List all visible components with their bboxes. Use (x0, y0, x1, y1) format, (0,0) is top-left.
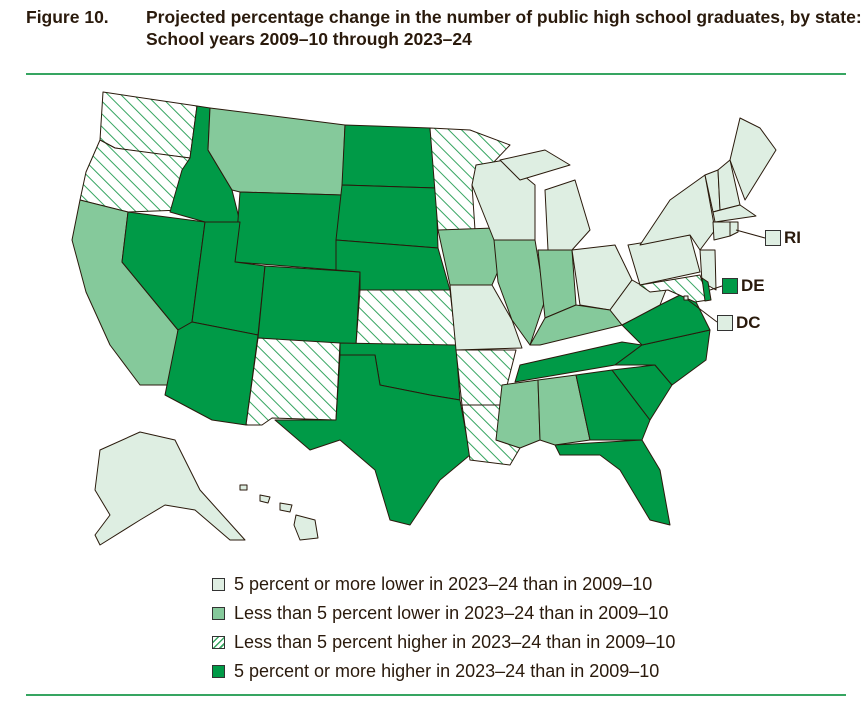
state-de (701, 277, 712, 302)
legend-swatch (212, 665, 225, 678)
state-ga (575, 369, 651, 441)
state-al (537, 374, 591, 446)
legend-swatch (212, 636, 225, 649)
state-wy (234, 191, 343, 271)
state-or (79, 139, 191, 213)
state-mi (544, 179, 591, 251)
state-ak (94, 431, 246, 546)
state-nd (341, 124, 437, 189)
state-hi (279, 502, 293, 513)
callout-swatch (722, 278, 738, 294)
state-mo (449, 284, 523, 351)
state-mt (207, 107, 346, 196)
callout-label: DC (736, 313, 761, 332)
state-hi (293, 514, 319, 541)
state-co (257, 265, 361, 346)
legend-label: Less than 5 percent higher in 2023–24 th… (234, 632, 676, 652)
leader-line-dc (687, 299, 718, 323)
state-mi (499, 149, 571, 181)
bottom-rule (26, 694, 846, 696)
legend-label: 5 percent or more lower in 2023–24 than … (234, 574, 653, 594)
figure-title-text: Projected percentage change in the numbe… (146, 7, 861, 49)
legend-swatch (212, 607, 225, 620)
legend-item: 5 percent or more higher in 2023–24 than… (212, 657, 675, 686)
callout-dc: DC (717, 313, 761, 333)
legend-item: 5 percent or more lower in 2023–24 than … (212, 570, 675, 599)
state-hi (259, 494, 271, 504)
legend: 5 percent or more lower in 2023–24 than … (212, 570, 675, 686)
state-tx (274, 354, 471, 526)
legend-label: Less than 5 percent lower in 2023–24 tha… (234, 603, 669, 623)
leader-line-de (709, 285, 723, 291)
figure-number: Figure 10. (26, 7, 109, 27)
state-ma (712, 204, 757, 223)
top-rule (26, 73, 846, 75)
state-ri (729, 221, 739, 237)
legend-swatch (212, 578, 225, 591)
callout-ri: RI (765, 228, 801, 248)
state-me (729, 117, 777, 201)
state-ct (712, 221, 731, 241)
callout-label: DE (741, 276, 765, 295)
leader-line-ri (735, 229, 766, 239)
callout-swatch (717, 315, 733, 331)
state-md (639, 274, 709, 303)
state-fl (554, 439, 671, 526)
state-ms (495, 379, 541, 449)
state-sd (335, 184, 439, 249)
state-nm (245, 337, 341, 426)
legend-item: Less than 5 percent lower in 2023–24 tha… (212, 599, 675, 628)
callout-de: DE (722, 276, 765, 296)
state-dc (683, 295, 689, 301)
callout-label: RI (784, 228, 801, 247)
state-hi (239, 484, 248, 491)
legend-item: Less than 5 percent higher in 2023–24 th… (212, 628, 675, 657)
legend-label: 5 percent or more higher in 2023–24 than… (234, 661, 660, 681)
state-ks (355, 289, 457, 346)
state-az (164, 321, 259, 426)
callout-swatch (765, 230, 781, 246)
